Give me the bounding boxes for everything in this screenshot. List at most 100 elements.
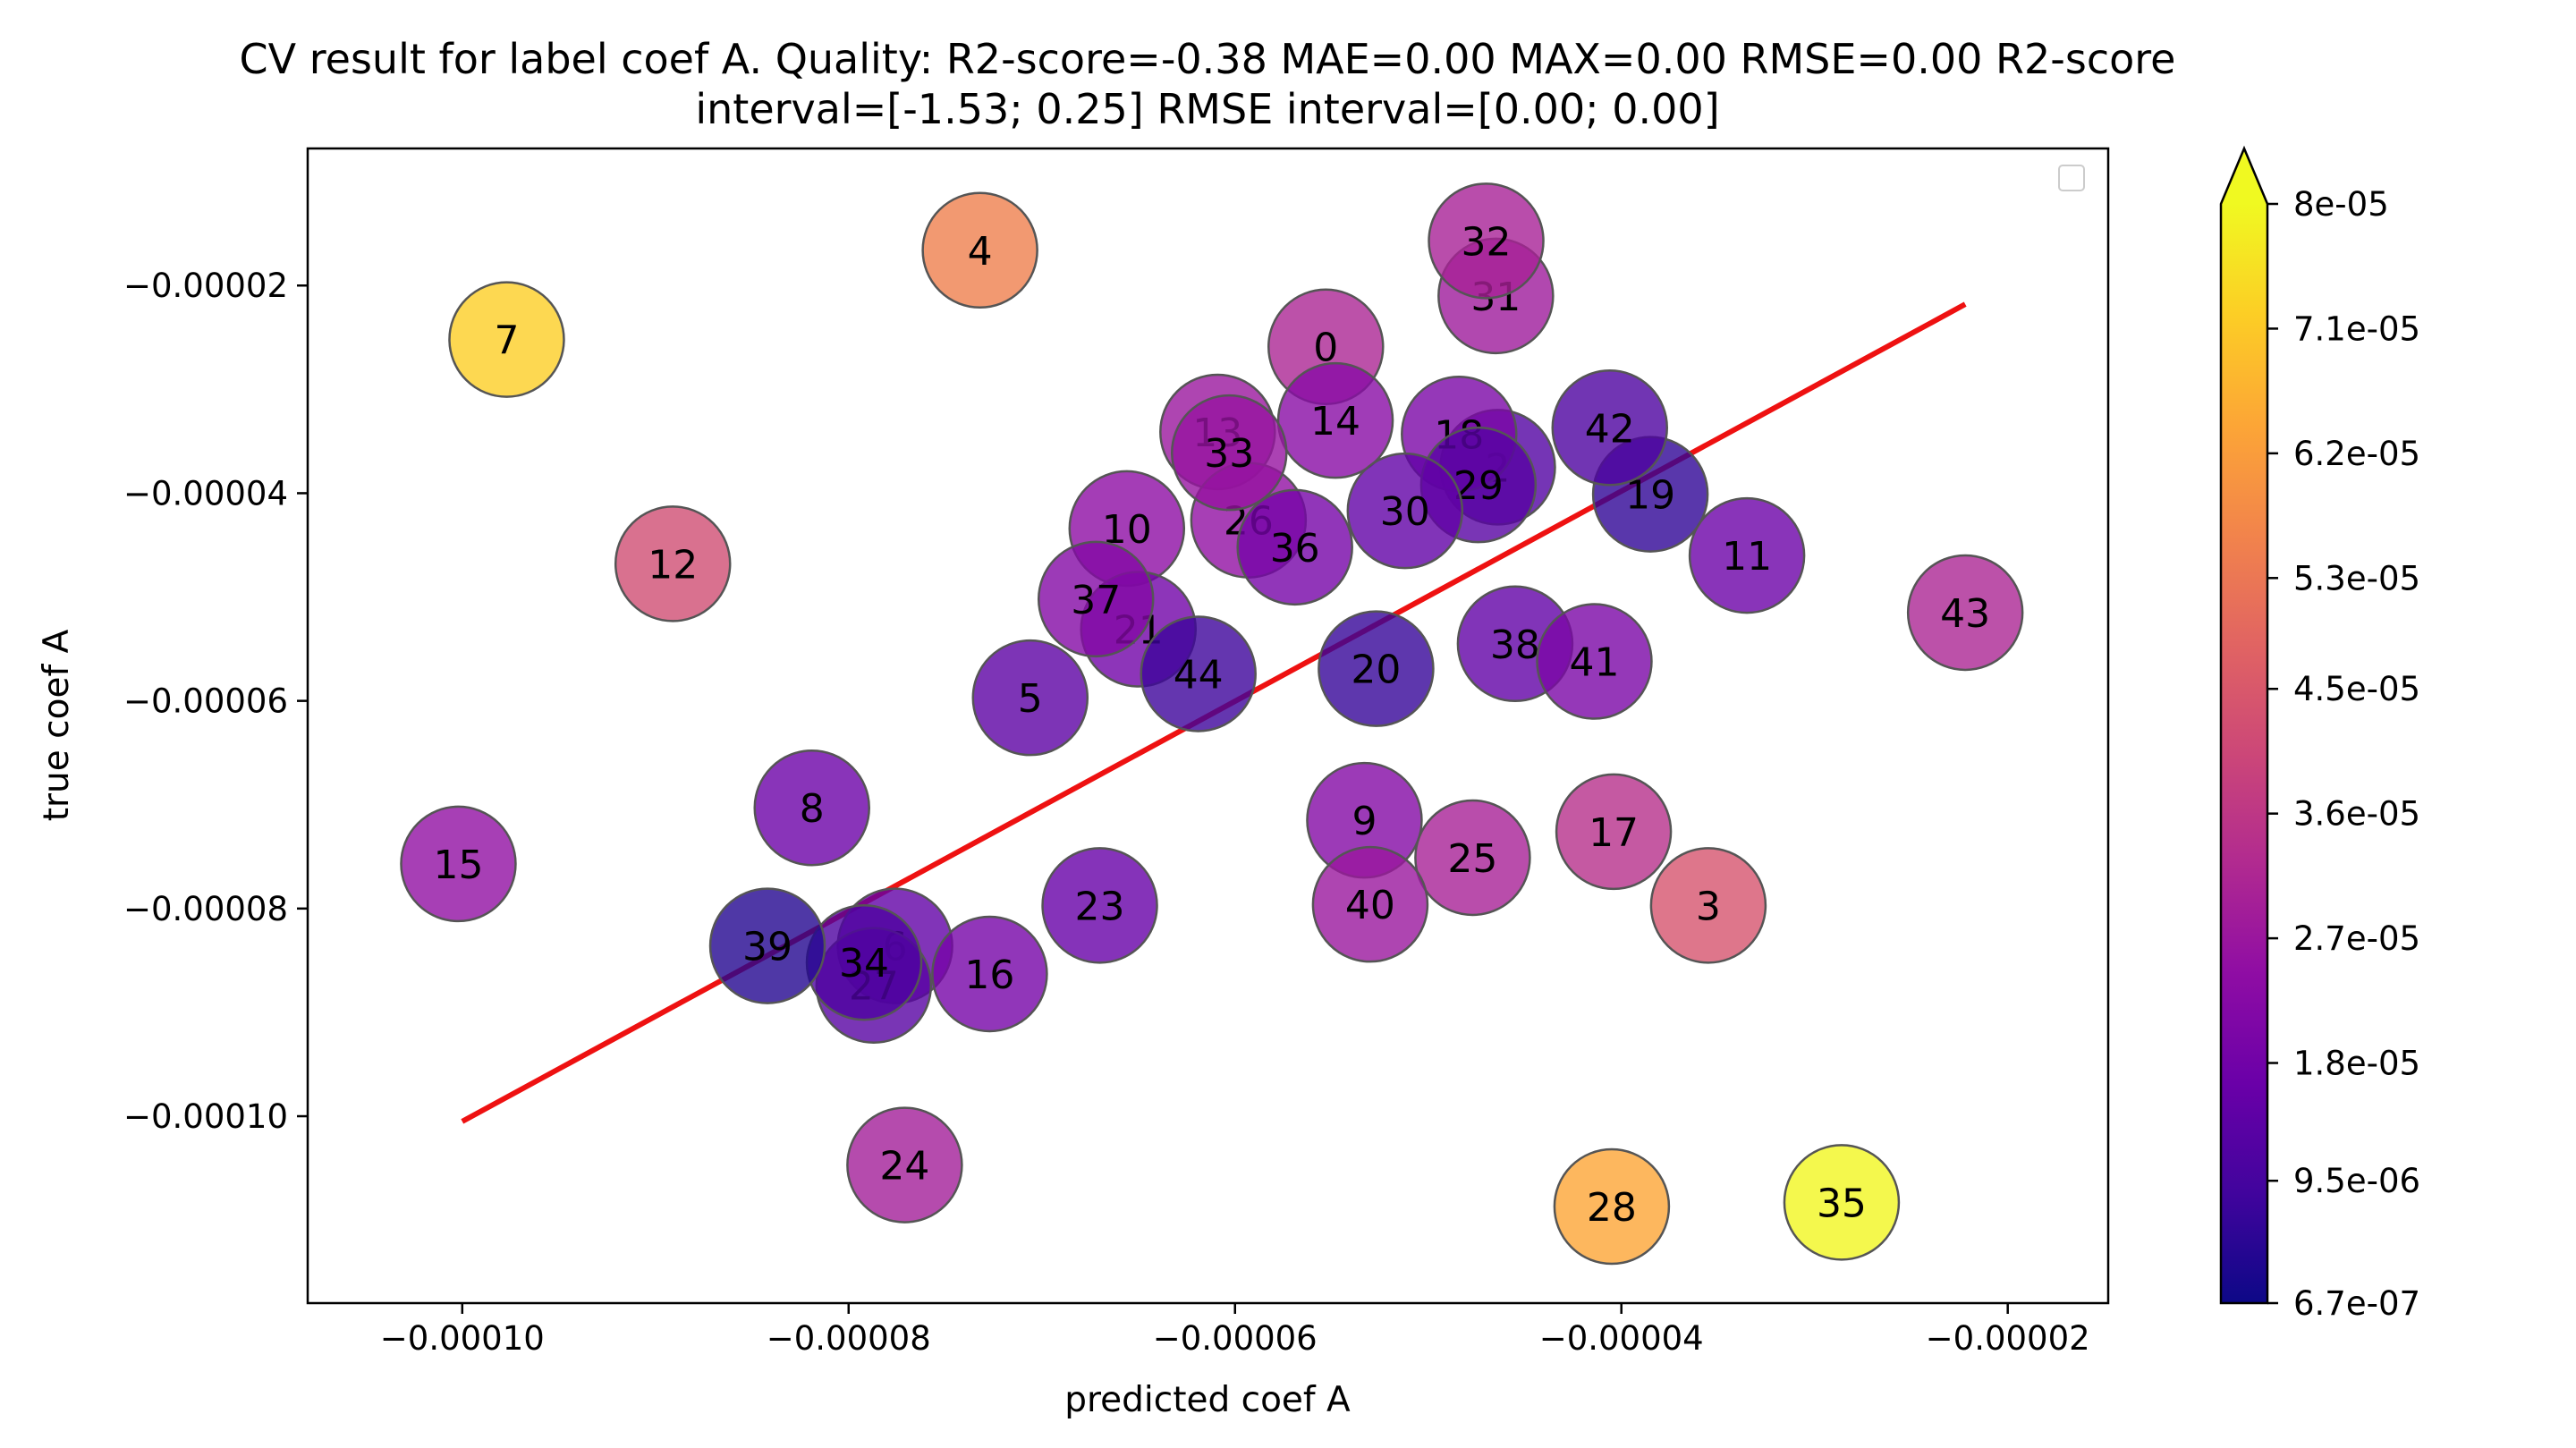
colorbar-extend-arrow [2221,148,2267,204]
point-label: 23 [1075,884,1125,929]
scatter-point: 34 [805,903,923,1021]
point-marker [1171,394,1288,512]
scatter-points: 0234567891011121314151617181920212324252… [400,182,2024,1266]
y-tick-label: −0.00010 [123,1097,288,1136]
point-label: 35 [1817,1181,1867,1226]
point-label: 24 [879,1144,929,1190]
point-label: 7 [494,318,519,364]
colorbar-body [2221,204,2267,1303]
point-label: 25 [1447,836,1497,882]
x-axis-ticks: −0.00010 −0.00008 −0.00006 −0.00004 −0.00002 [380,1303,2090,1358]
point-label: 32 [1462,219,1512,265]
y-tick-label: −0.00008 [123,890,288,928]
scatter-point: 23 [1041,847,1158,964]
y-axis-label: true coef A [37,629,77,821]
plot-frame [306,147,2110,1305]
point-marker [708,887,826,1004]
point-marker [1551,369,1669,487]
y-tick-label: −0.00006 [123,682,288,721]
scatter-point: 37 [1037,540,1155,658]
point-marker [1346,452,1464,570]
point-label: 8 [800,786,825,832]
point-marker [400,805,517,923]
point-marker [1536,603,1653,720]
chart-title-line1: CV result for label coef A. Quality: R2-… [240,35,2176,83]
point-marker [1276,361,1394,479]
scatter-point: 16 [931,915,1048,1033]
point-marker [1236,488,1353,606]
scatter-point: 7 [448,281,565,398]
scatter-point: 40 [1311,845,1429,963]
point-label: 34 [839,941,889,987]
point-marker [1688,496,1806,614]
point-label: 38 [1490,622,1540,668]
point-marker [753,749,870,867]
point-marker [614,505,732,622]
colorbar-tick-label: 8e-05 [2293,185,2389,224]
point-label: 41 [1569,640,1619,686]
scatter-point: 14 [1276,361,1394,479]
colorbar-tick-label: 1.8e-05 [2293,1045,2420,1083]
colorbar-tick-label: 5.3e-05 [2293,559,2420,597]
scatter-point: 5 [971,639,1089,757]
scatter-point: 12 [614,505,732,622]
point-marker [1555,773,1673,891]
point-label: 9 [1352,799,1377,844]
point-label: 33 [1204,431,1254,477]
x-tick-label: −0.00008 [767,1319,931,1358]
point-marker [1318,610,1435,727]
point-marker [1414,799,1531,917]
point-label: 20 [1351,648,1401,693]
colorbar-tick-label: 2.7e-05 [2293,919,2420,958]
colorbar-tick-label: 7.1e-05 [2293,309,2420,348]
point-label: 39 [742,925,792,970]
point-marker [1649,847,1767,964]
scatter-point: 41 [1536,603,1653,720]
point-label: 40 [1345,883,1395,928]
x-tick-label: −0.00006 [1153,1319,1318,1358]
point-label: 5 [1018,676,1043,722]
colorbar-tick-label: 4.5e-05 [2293,670,2420,708]
point-label: 3 [1696,884,1721,929]
legend-box [2058,165,2085,191]
scatter-point: 28 [1553,1147,1671,1266]
scatter-point: 30 [1346,452,1464,570]
point-label: 36 [1270,526,1320,572]
point-marker [1783,1144,1901,1261]
scatter-point: 4 [921,191,1038,309]
point-marker [1906,554,2024,672]
point-label: 44 [1174,652,1224,698]
point-marker [448,281,565,398]
colorbar: 8e-05 7.1e-05 6.2e-05 5.3e-05 4.5e-05 3.6e-05… [2219,145,2420,1323]
point-label: 37 [1071,578,1121,623]
x-tick-label: −0.00004 [1539,1319,1704,1358]
scatter-point: 15 [400,805,517,923]
scatter-point: 39 [708,887,826,1004]
scatter-point: 3 [1649,847,1767,964]
y-axis-ticks: −0.00002 −0.00004 −0.00006 −0.00008 −0.00010 [123,267,308,1136]
colorbar-tick-label: 6.7e-07 [2293,1284,2420,1323]
point-marker [846,1106,963,1224]
point-label: 28 [1587,1185,1637,1231]
point-label: 17 [1589,810,1639,856]
scatter-point: 44 [1140,615,1257,732]
point-label: 43 [1940,591,1990,637]
scatter-point: 36 [1236,488,1353,606]
colorbar-ticks: 8e-05 7.1e-05 6.2e-05 5.3e-05 4.5e-05 3.6e-05… [2267,185,2420,1323]
point-marker [1553,1147,1671,1266]
point-label: 30 [1380,489,1430,535]
scatter-point: 17 [1555,773,1673,891]
point-marker [1428,182,1545,300]
point-marker [1041,847,1158,964]
point-marker [921,191,1038,309]
y-tick-label: −0.00002 [123,267,288,305]
point-marker [971,639,1089,757]
point-label: 12 [648,542,698,588]
point-marker [931,915,1048,1033]
scatter-point: 20 [1318,610,1435,727]
colorbar-tick-label: 9.5e-06 [2293,1162,2420,1200]
point-label: 14 [1310,399,1360,445]
scatter-point: 11 [1688,496,1806,614]
colorbar-tick-label: 3.6e-05 [2293,795,2420,834]
scatter-point: 43 [1906,554,2024,672]
